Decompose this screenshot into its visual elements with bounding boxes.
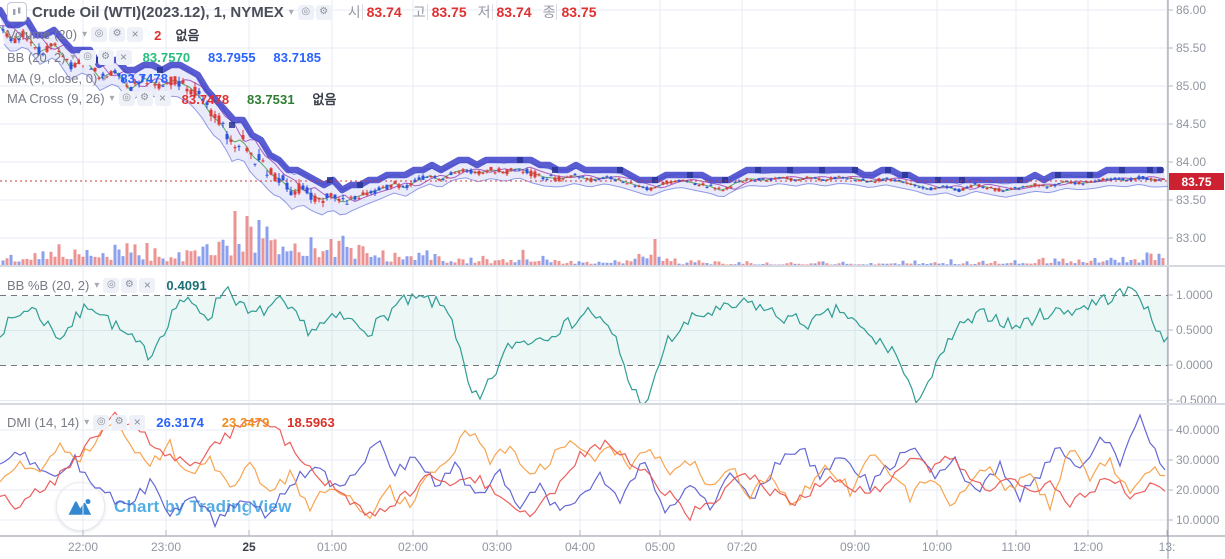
eye-icon[interactable]: ◎ <box>118 90 135 106</box>
open-label: 시 <box>347 4 361 20</box>
low-value: 83.74 <box>491 4 532 20</box>
gear-icon[interactable]: ⚙ <box>121 277 138 293</box>
eye-icon[interactable]: ◎ <box>297 4 314 20</box>
bb-upper-value: 83.7955 <box>207 49 256 65</box>
dmi-indicator-row: DMI (14, 14) ▾ ◎ ⚙ × 26.3174 23.3479 18.… <box>7 413 349 431</box>
close-icon[interactable]: × <box>115 49 132 65</box>
eye-icon[interactable]: ◎ <box>79 49 96 65</box>
chevron-down-icon[interactable]: ▾ <box>102 72 108 84</box>
pane-separator[interactable] <box>0 403 1225 405</box>
bbp-value: 0.4091 <box>166 277 207 293</box>
close-icon[interactable]: × <box>154 90 171 106</box>
chevron-down-icon[interactable]: ▾ <box>84 416 90 428</box>
gear-icon[interactable]: ⚙ <box>109 26 126 42</box>
gear-icon[interactable]: ⚙ <box>136 90 153 106</box>
close-value: 83.75 <box>556 4 597 20</box>
close-icon[interactable]: × <box>127 26 144 42</box>
pane-separator[interactable] <box>0 265 1225 267</box>
symbol-row: Crude Oil (WTI)(2023.12), 1, NYMEX ▾ ◎ ⚙… <box>7 2 608 22</box>
ma-value: 83.7478 <box>120 70 169 86</box>
close-icon[interactable]: × <box>139 277 156 293</box>
eye-icon[interactable]: ◎ <box>91 26 108 42</box>
bb-lower-value: 83.7185 <box>273 49 322 65</box>
volume-ma-value: 없음 <box>175 27 200 43</box>
last-price-label: 83.75 <box>1169 173 1224 190</box>
ma-cross-indicator-row: MA Cross (9, 26) ▾ ◎ ⚙ × 83.7478 83.7531… <box>7 89 351 107</box>
symbol-icon[interactable] <box>7 2 27 22</box>
high-label: 고 <box>412 4 426 20</box>
bbp-indicator-row: BB %B (20, 2) ▾ ◎ ⚙ × 0.4091 <box>7 276 221 294</box>
eye-icon[interactable]: ◎ <box>93 414 110 430</box>
close-label: 종 <box>542 4 556 20</box>
chevron-down-icon[interactable]: ▾ <box>288 6 294 18</box>
chevron-down-icon[interactable]: ▾ <box>82 28 88 40</box>
dmi-minus-di-value: 23.3479 <box>221 414 270 430</box>
bb-indicator-label[interactable]: BB (20, 2) <box>7 49 66 65</box>
eye-icon[interactable]: ◎ <box>103 277 120 293</box>
gear-icon[interactable]: ⚙ <box>315 4 332 20</box>
ma-cross-fast-value: 83.7478 <box>181 91 230 107</box>
ma-cross-signal: 없음 <box>312 91 337 107</box>
ma-cross-indicator-label[interactable]: MA Cross (9, 26) <box>7 90 105 106</box>
ma-indicator-row: MA (9, close, 0) ▾ 83.7478 <box>7 69 182 87</box>
dmi-indicator-label[interactable]: DMI (14, 14) <box>7 414 80 430</box>
volume-value: 2 <box>154 27 162 43</box>
gear-icon[interactable]: ⚙ <box>111 414 128 430</box>
open-value: 83.74 <box>361 4 402 20</box>
gear-icon[interactable]: ⚙ <box>97 49 114 65</box>
high-value: 83.75 <box>426 4 467 20</box>
chevron-down-icon[interactable]: ▾ <box>109 92 115 104</box>
close-icon[interactable]: × <box>129 414 146 430</box>
chevron-down-icon[interactable]: ▾ <box>94 279 100 291</box>
ma-cross-slow-value: 83.7531 <box>246 91 295 107</box>
symbol-title[interactable]: Crude Oil (WTI)(2023.12), 1, NYMEX <box>32 3 284 21</box>
bbp-indicator-label[interactable]: BB %B (20, 2) <box>7 277 90 293</box>
volume-indicator-label[interactable]: Volume (20) <box>7 26 78 42</box>
chevron-down-icon[interactable]: ▾ <box>70 51 76 63</box>
ohlc-readout: 시 83.74 고 83.75 저 83.74 종 83.75 <box>348 2 608 22</box>
volume-indicator-row: Volume (20) ▾ ◎ ⚙ × 2 없음 <box>7 25 214 43</box>
low-label: 저 <box>477 4 491 20</box>
dmi-plus-di-value: 26.3174 <box>156 414 204 430</box>
dmi-adx-value: 18.5963 <box>287 414 335 430</box>
ma-indicator-label[interactable]: MA (9, close, 0) <box>7 70 98 86</box>
bb-indicator-row: BB (20, 2) ▾ ◎ ⚙ × 83.7570 83.7955 83.71… <box>7 48 335 66</box>
bb-basis-value: 83.7570 <box>142 49 191 65</box>
